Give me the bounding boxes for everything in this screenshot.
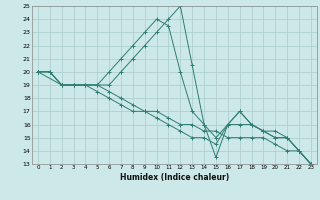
X-axis label: Humidex (Indice chaleur): Humidex (Indice chaleur): [120, 173, 229, 182]
